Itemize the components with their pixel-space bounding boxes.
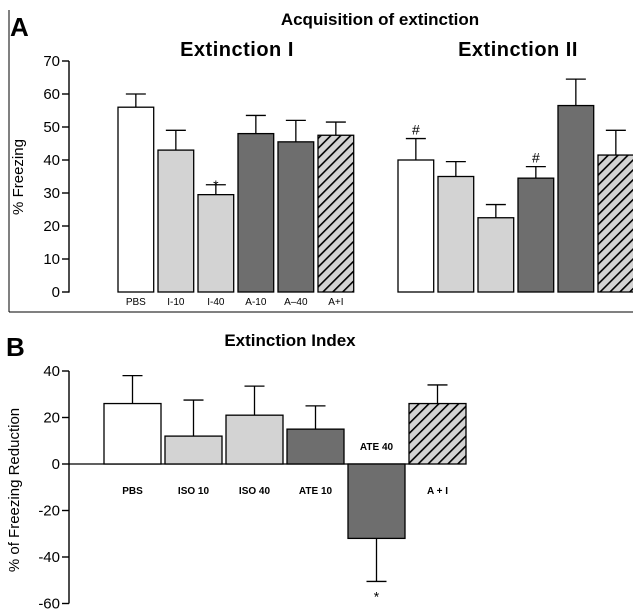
panel-b-y-tick-label: -20 xyxy=(38,503,60,520)
panel-a-category-label: A+I xyxy=(328,297,343,308)
panel-a-y-tick-label: 40 xyxy=(43,152,60,169)
panel-b-bar-2 xyxy=(164,435,223,465)
panel-a-category-label: I-40 xyxy=(207,297,225,308)
panel-b-title: Extinction Index xyxy=(224,331,356,350)
panel-a-y-tick-label: 20 xyxy=(43,218,60,235)
panel-a-bar-1-5 xyxy=(277,141,315,293)
panel-a-category-label: A–40 xyxy=(284,297,308,308)
panel-a-y-tick-label: 50 xyxy=(43,119,60,136)
panel-b-y-tick-label: 0 xyxy=(52,456,60,473)
panel-a-category-label: A-10 xyxy=(245,297,267,308)
panel-b-category-label: PBS xyxy=(122,486,143,497)
panel-b-significance-mark: * xyxy=(374,588,380,604)
panel-letter-a: A xyxy=(10,12,29,42)
panel-b-category-label: ATE 10 xyxy=(299,486,333,497)
panel-a-category-label: PBS xyxy=(126,297,146,308)
panel-b-y-tick-label: 20 xyxy=(43,410,60,427)
panel-a-y-tick-label: 60 xyxy=(43,86,60,103)
panel-b-bar-5 xyxy=(347,463,406,540)
panel-b-bar-4 xyxy=(286,428,345,465)
panel-a-title: Acquisition of extinction xyxy=(281,10,479,29)
panel-a-bar-1-3 xyxy=(197,193,235,293)
panel-a-significance-mark: # xyxy=(532,150,540,166)
panel-letter-b: B xyxy=(6,332,25,362)
panel-b-bar-1 xyxy=(103,402,162,465)
panel-a-bar-1-4 xyxy=(237,132,275,293)
panel-a-bar-2-5 xyxy=(557,104,595,293)
panel-a-bar-2-2 xyxy=(437,175,475,293)
panel-a-bar-2-1 xyxy=(397,159,435,293)
panel-a-bar-2-6 xyxy=(597,154,633,293)
panel-a-plot: 0 10 20 30 40 50 60 70 PBS I-10 * I-40 A-10 A–40 A+I # # xyxy=(8,10,633,313)
panel-a-significance-mark: * xyxy=(213,177,219,193)
panel-a-y-tick-label: 70 xyxy=(43,53,60,70)
panel-b-category-label: A + I xyxy=(427,486,448,497)
panel-b-category-label: ATE 40 xyxy=(360,442,394,453)
group-label-extinction-2: Extinction II xyxy=(458,39,578,61)
panel-a-category-label: I-10 xyxy=(167,297,185,308)
panel-a-bar-1-1 xyxy=(117,106,155,293)
panel-a-bar-1-2 xyxy=(157,149,195,293)
panel-a-bar-2-4 xyxy=(517,177,555,293)
panel-b-y-tick-label: -40 xyxy=(38,549,60,566)
panel-b-category-label: ISO 10 xyxy=(178,486,210,497)
panel-a-y-tick-label: 30 xyxy=(43,185,60,202)
panel-b-y-tick-label: 40 xyxy=(43,363,60,380)
panel-b-bar-3 xyxy=(225,414,284,465)
panel-b-y-axis-label: % of Freezing Reduction xyxy=(6,408,23,572)
panel-a-bar-2-3 xyxy=(477,217,515,293)
panel-b-bar-6 xyxy=(408,402,467,465)
panel-b-category-label: ISO 40 xyxy=(239,486,271,497)
panel-a-bar-1-6 xyxy=(317,134,355,293)
panel-a-y-axis-label: % Freezing xyxy=(10,139,27,215)
panel-a-significance-mark: # xyxy=(412,122,420,138)
group-label-extinction-1: Extinction I xyxy=(180,39,294,61)
panel-b-plot: -60 -40 -20 0 20 40 PBS ISO 10 ISO 40 ATE 10 ATE 4… xyxy=(38,363,467,612)
panel-a-y-tick-label: 0 xyxy=(52,284,60,301)
panel-a-y-tick-label: 10 xyxy=(43,251,60,268)
panel-b-y-tick-label: -60 xyxy=(38,596,60,612)
